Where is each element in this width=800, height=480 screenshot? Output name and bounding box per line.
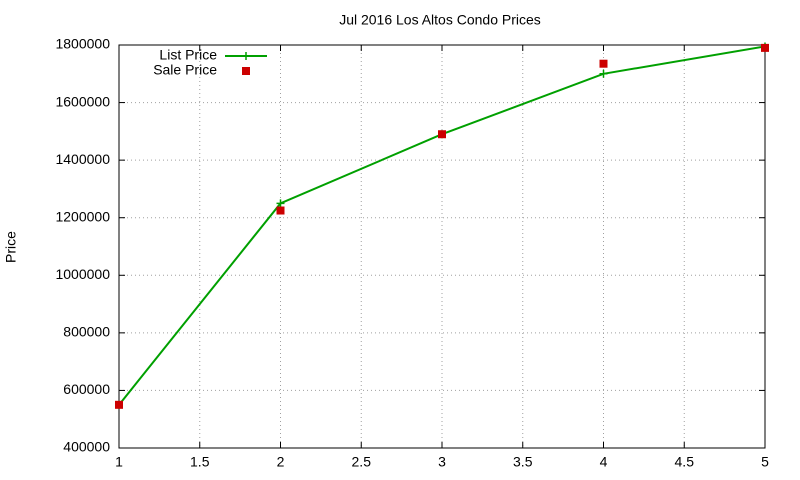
point [276,199,285,208]
point [438,130,446,139]
x-tick-label: 4.5 [675,454,695,470]
point [242,52,250,60]
y-tick-label: 1000000 [55,266,110,282]
y-tick-label: 1400000 [55,151,110,167]
point [115,400,123,409]
x-tick-label: 1 [115,454,123,470]
y-tick-label: 1800000 [55,36,110,52]
plot-frame [118,44,766,449]
x-tick-label: 4 [600,454,608,470]
y-tick-label: 400000 [63,439,110,455]
point [599,59,608,68]
point [761,43,769,52]
point [599,69,608,78]
legend-label: Sale Price [153,62,217,78]
x-tick-label: 3.5 [513,454,533,470]
y-tick-label: 600000 [63,381,110,397]
point [276,206,285,215]
y-tick-label: 1600000 [55,93,110,109]
point [242,67,250,75]
x-tick-label: 1.5 [190,454,210,470]
chart-title: Jul 2016 Los Altos Condo Prices [339,12,541,28]
x-tick-label: 5 [761,454,769,470]
legend-label: List Price [159,47,217,63]
x-tick-label: 2.5 [352,454,372,470]
x-tick-label: 2 [277,454,285,470]
x-tick-label: 3 [438,454,446,470]
y-axis-label: Price [3,231,19,263]
y-tick-label: 800000 [63,324,110,340]
y-tick-label: 1200000 [55,208,110,224]
